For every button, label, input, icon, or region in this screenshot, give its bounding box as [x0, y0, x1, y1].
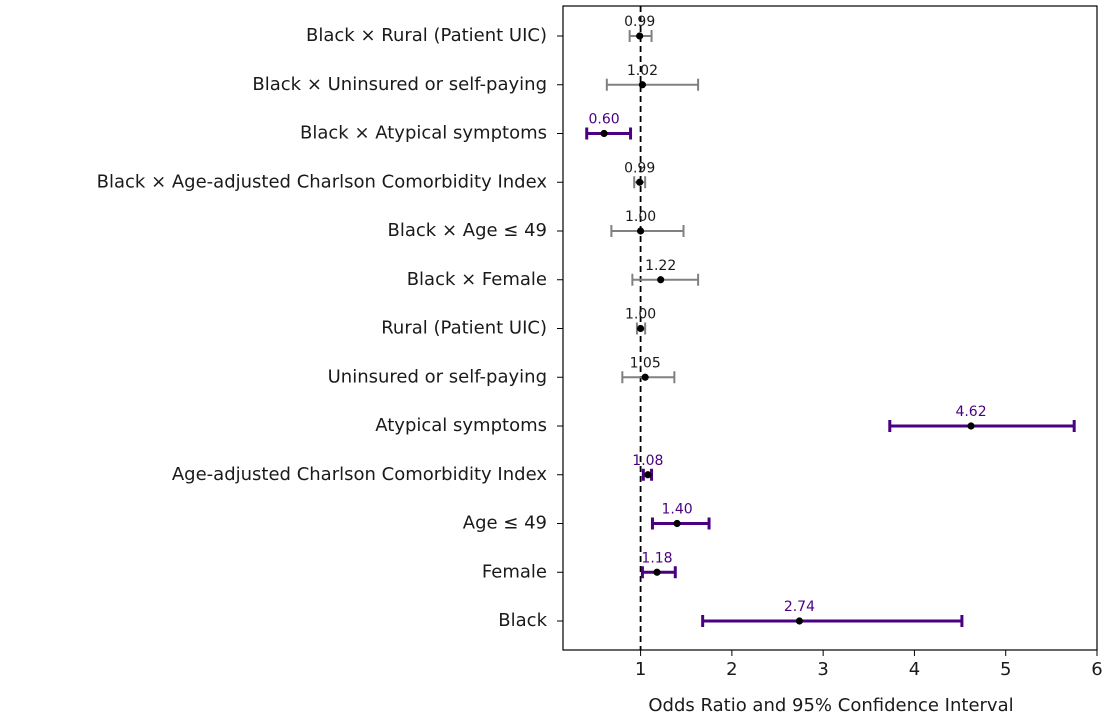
- x-tick-label: 4: [909, 659, 920, 680]
- value-label: 1.05: [630, 355, 661, 371]
- value-label: 1.00: [625, 307, 656, 323]
- value-label: 0.99: [624, 160, 655, 176]
- point: [600, 129, 608, 138]
- point: [636, 324, 645, 333]
- y-tick-label: Black × Atypical symptoms: [300, 123, 547, 144]
- point: [657, 276, 665, 284]
- x-axis-label: Odds Ratio and 95% Confidence Interval: [648, 695, 1013, 716]
- point: [636, 227, 645, 235]
- value-label: 1.02: [627, 63, 658, 79]
- point: [795, 617, 804, 625]
- x-tick-label: 1: [635, 659, 646, 680]
- y-tick-label: Age-adjusted Charlson Comorbidity Index: [172, 464, 547, 485]
- point: [636, 178, 644, 186]
- value-label: 4.62: [955, 404, 986, 420]
- value-label: 0.60: [588, 112, 619, 128]
- x-tick-label: 2: [726, 659, 737, 680]
- x-tick-label: 6: [1091, 659, 1102, 680]
- point: [653, 568, 661, 576]
- value-label: 1.18: [641, 550, 672, 566]
- value-label: 1.08: [632, 453, 663, 469]
- y-tick-label: Atypical symptoms: [375, 415, 547, 436]
- point: [641, 373, 649, 381]
- y-tick-label: Black × Age-adjusted Charlson Comorbidit…: [97, 171, 548, 192]
- value-label: 1.40: [662, 502, 693, 518]
- y-tick-label: Black × Female: [407, 269, 547, 290]
- point: [638, 81, 647, 89]
- point: [636, 32, 644, 40]
- value-label: 2.74: [784, 599, 815, 615]
- y-tick-label: Female: [482, 561, 547, 582]
- point: [967, 422, 975, 430]
- point: [644, 471, 652, 479]
- y-tick-label: Black: [498, 610, 547, 631]
- y-tick-label: Age ≤ 49: [463, 513, 547, 534]
- x-tick-label: 3: [817, 659, 828, 680]
- y-tick-label: Rural (Patient UIC): [381, 318, 547, 339]
- x-tick-label: 5: [1000, 659, 1011, 680]
- value-label: 0.99: [624, 14, 655, 30]
- y-tick-label: Black × Rural (Patient UIC): [306, 25, 547, 46]
- value-label: 1.22: [645, 258, 676, 274]
- y-tick-label: Black × Uninsured or self-paying: [252, 74, 547, 95]
- value-label: 1.00: [625, 209, 656, 225]
- y-tick-label: Black × Age ≤ 49: [388, 220, 547, 241]
- point: [673, 519, 681, 528]
- y-tick-label: Uninsured or self-paying: [328, 366, 547, 387]
